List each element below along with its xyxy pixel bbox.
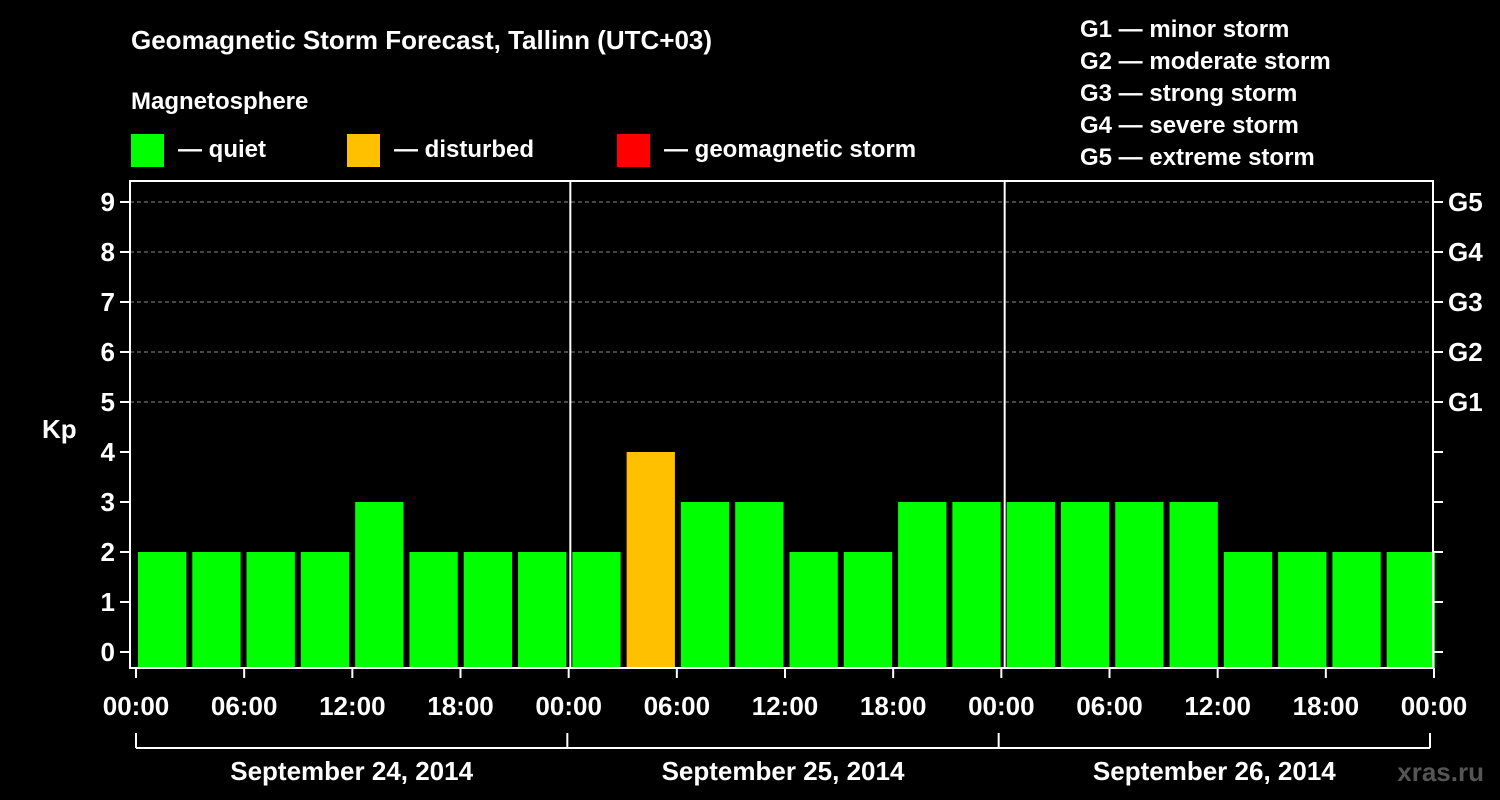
- legend-label: — disturbed: [394, 136, 534, 163]
- y-tick-label: 3: [101, 487, 115, 517]
- y-tick-label: 9: [101, 187, 115, 217]
- storm-level-label: G2: [1448, 337, 1483, 367]
- y-axis-label: Kp: [42, 414, 77, 444]
- storm-level-label: G1: [1448, 387, 1483, 417]
- x-tick-label: 12:00: [1184, 691, 1251, 721]
- bar: [680, 502, 730, 668]
- storm-level-axis: G1 G2 G3 G4 G5: [1433, 187, 1483, 653]
- legend-heading: Magnetosphere: [131, 88, 308, 115]
- bar: [1006, 502, 1055, 668]
- bar: [843, 552, 893, 668]
- y-tick-label: 5: [101, 387, 115, 417]
- bar: [463, 552, 513, 668]
- bar: [789, 552, 838, 668]
- legend-swatch: [617, 134, 650, 167]
- bar: [1386, 552, 1435, 668]
- x-tick-label: 18:00: [1293, 691, 1360, 721]
- storm-scale-item: G3 — strong storm: [1080, 80, 1297, 107]
- bar: [735, 502, 784, 668]
- watermark: xras.ru: [1397, 757, 1484, 787]
- bar: [409, 552, 458, 668]
- y-tick-label: 4: [101, 437, 116, 467]
- bar: [898, 502, 947, 668]
- x-tick-label: 00:00: [103, 691, 170, 721]
- bar: [1332, 552, 1381, 668]
- bar: [300, 552, 350, 668]
- x-tick-label: 12:00: [319, 691, 386, 721]
- storm-level-label: G3: [1448, 287, 1483, 317]
- x-tick-label: 18:00: [427, 691, 494, 721]
- y-tick-label: 7: [101, 287, 115, 317]
- bar: [1060, 502, 1110, 668]
- day-axis: September 24, 2014 September 25, 2014 Sept…: [135, 733, 1431, 786]
- bar: [1278, 552, 1327, 668]
- bar: [626, 452, 675, 668]
- y-tick-label: 0: [101, 637, 115, 667]
- x-tick-label: 18:00: [860, 691, 927, 721]
- bar: [192, 552, 241, 668]
- legend: — quiet — disturbed — geomagnetic storm: [131, 134, 916, 167]
- legend-swatch: [347, 134, 380, 167]
- legend-label: — geomagnetic storm: [664, 136, 916, 163]
- y-tick-label: 6: [101, 337, 115, 367]
- grid-lines: [130, 201, 1433, 403]
- legend-swatch: [131, 134, 164, 167]
- storm-scale-item: G2 — moderate storm: [1080, 48, 1331, 75]
- x-tick-label: 06:00: [1076, 691, 1143, 721]
- x-tick-label: 00:00: [968, 691, 1035, 721]
- day-label: September 25, 2014: [662, 756, 905, 786]
- legend-label: — quiet: [178, 136, 266, 163]
- plot-border: [129, 180, 1434, 669]
- day-label: September 26, 2014: [1093, 756, 1336, 786]
- x-tick-label: 00:00: [1401, 691, 1468, 721]
- storm-level-label: G5: [1448, 187, 1483, 217]
- bar: [138, 552, 187, 668]
- bar: [572, 552, 621, 668]
- y-axis: 0 1 2 3 4 5 6 7 8 9: [101, 187, 130, 667]
- bar: [952, 502, 1001, 668]
- x-tick-label: 00:00: [535, 691, 602, 721]
- bar: [518, 552, 567, 668]
- storm-scale-legend: G1 — minor storm G2 — moderate storm G3 — …: [1080, 16, 1331, 171]
- bar: [1223, 552, 1273, 668]
- x-tick-label: 06:00: [644, 691, 711, 721]
- bar: [1115, 502, 1164, 668]
- y-tick-label: 2: [101, 537, 115, 567]
- storm-scale-item: G4 — severe storm: [1080, 112, 1299, 139]
- bars: [138, 452, 1435, 668]
- storm-scale-item: G5 — extreme storm: [1080, 144, 1315, 171]
- storm-level-label: G4: [1448, 237, 1483, 267]
- bar: [246, 552, 295, 668]
- x-tick-label: 06:00: [211, 691, 278, 721]
- y-tick-label: 8: [101, 237, 115, 267]
- day-label: September 24, 2014: [230, 756, 473, 786]
- plot-frame: [129, 180, 1434, 669]
- x-axis: 00:00 06:00 12:00 18:00 00:00 06:00 12:00 18:00…: [103, 668, 1468, 721]
- x-tick-label: 12:00: [752, 691, 819, 721]
- bar: [1169, 502, 1218, 668]
- y-tick-label: 1: [101, 587, 115, 617]
- chart-title: Geomagnetic Storm Forecast, Tallinn (UTC…: [131, 25, 712, 55]
- storm-scale-item: G1 — minor storm: [1080, 16, 1289, 43]
- bar: [355, 502, 404, 668]
